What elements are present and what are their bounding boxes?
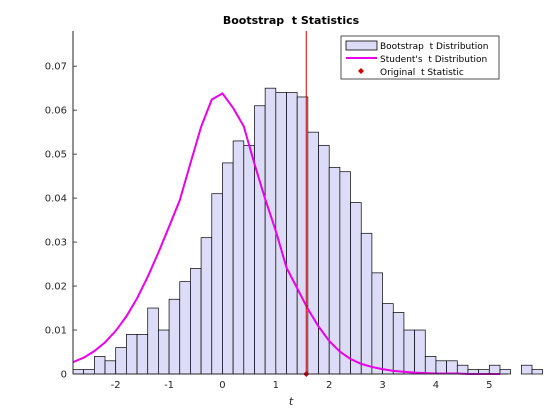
x-tick-label: 2 <box>326 380 332 391</box>
y-tick-label: 0.04 <box>45 194 67 205</box>
legend: Bootstrap t Distribution Student's t Dis… <box>340 35 500 80</box>
histogram-bar <box>371 272 383 375</box>
histogram-bar <box>179 281 191 375</box>
histogram-bar <box>339 171 351 375</box>
x-tick-label: 0 <box>219 380 225 391</box>
histogram-bar <box>392 312 405 375</box>
histogram-bar <box>72 369 85 375</box>
histogram-bar <box>104 360 117 375</box>
histogram-bar <box>232 140 245 375</box>
histogram-bar <box>446 360 458 375</box>
histogram-bar <box>382 303 394 375</box>
y-tick-label: 0.06 <box>45 106 67 117</box>
histogram-bar <box>264 87 277 375</box>
histogram-bar <box>520 364 533 375</box>
histogram-bar <box>83 369 95 375</box>
histogram-bar <box>211 193 223 375</box>
legend-swatch-histogram <box>345 40 378 51</box>
x-tick-label: 4 <box>433 380 439 391</box>
y-axis-ticks: 0 0.01 0.02 0.03 0.04 0.05 0.06 0.07 <box>45 62 77 381</box>
histogram-bar <box>222 162 234 375</box>
histogram-bar <box>286 92 298 375</box>
histogram-bar <box>115 347 127 375</box>
x-tick-label: 3 <box>379 380 385 391</box>
y-tick-label: 0 <box>61 370 67 381</box>
histogram-bar <box>499 369 512 375</box>
histogram-bar <box>190 268 202 375</box>
legend-label-curve: Student's t Distribution <box>380 55 487 65</box>
x-tick-label: 5 <box>486 380 492 391</box>
x-axis-label: t <box>289 395 294 408</box>
y-tick-label: 0.01 <box>45 326 67 337</box>
histogram-bar <box>531 369 544 375</box>
histogram-bar <box>435 360 447 375</box>
legend-label-marker: Original t Statistic <box>380 68 464 78</box>
x-tick-label: -2 <box>111 380 121 391</box>
histogram-bar <box>158 329 170 375</box>
x-axis-ticks: -2 -1 0 1 2 3 4 5 <box>111 370 493 391</box>
histogram-bar <box>126 334 138 375</box>
histogram-bar <box>200 237 213 375</box>
histogram-bar <box>147 307 159 375</box>
plot-area: -2 -1 0 1 2 3 4 5 0 0.01 0.02 0.03 0.04 0.05 0.06 0.07 <box>45 31 544 391</box>
student-t-curve <box>72 92 500 375</box>
histogram-bar <box>424 356 437 375</box>
y-tick-label: 0.02 <box>45 282 67 293</box>
histogram-bar <box>488 364 501 375</box>
y-tick-label: 0.07 <box>45 62 67 73</box>
histogram-bar <box>414 329 426 375</box>
histogram-bar <box>254 105 266 375</box>
histogram-bar <box>168 298 181 375</box>
histogram-bar <box>93 356 106 375</box>
y-tick-label: 0.05 <box>45 150 67 161</box>
histogram-bar <box>350 202 362 375</box>
histogram-bar <box>360 232 373 375</box>
histogram-bar <box>307 131 319 375</box>
legend-swatch-marker <box>358 68 364 74</box>
y-tick-label: 0.03 <box>45 238 67 249</box>
histogram-bar <box>403 329 415 375</box>
x-tick-label: 1 <box>273 380 279 391</box>
histogram-bar <box>243 144 255 375</box>
x-tick-label: -1 <box>164 380 174 391</box>
chart-title: Bootstrap t Statistics <box>223 14 360 27</box>
legend-label-histogram: Bootstrap t Distribution <box>380 42 488 52</box>
histogram-bar <box>136 334 149 375</box>
